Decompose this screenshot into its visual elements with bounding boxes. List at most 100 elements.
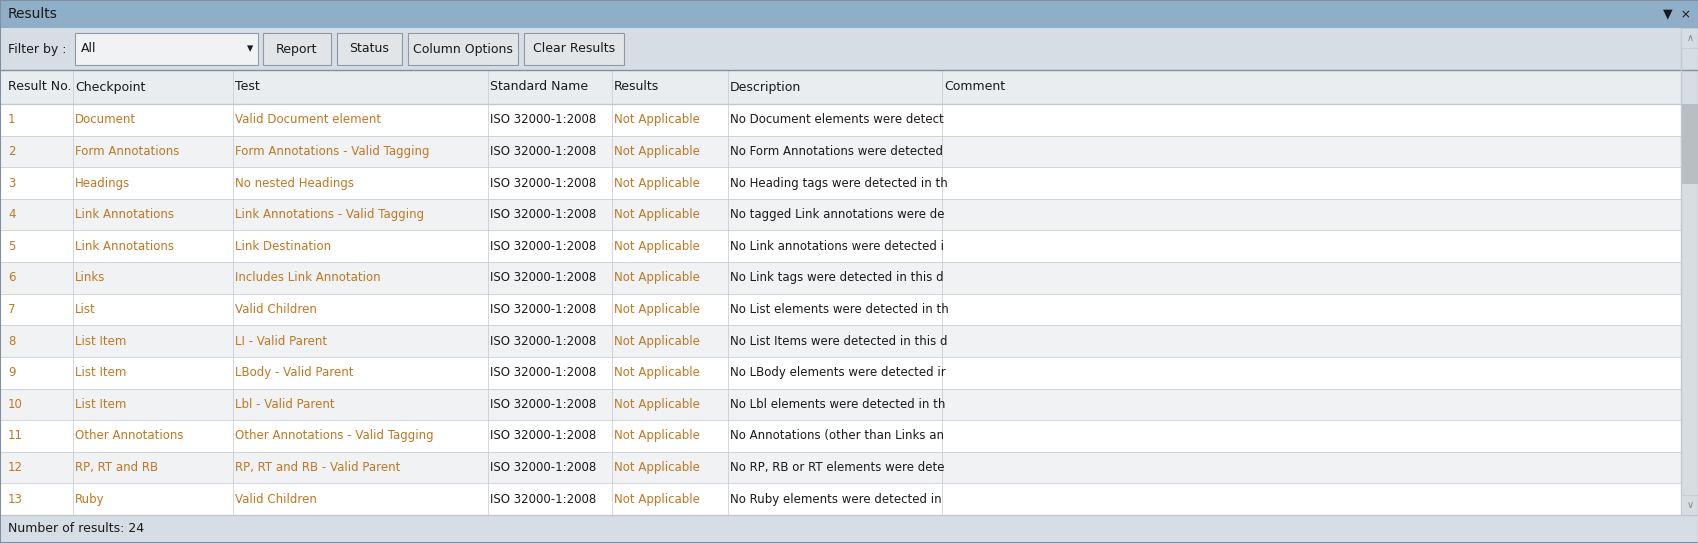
Text: 9: 9 <box>8 366 15 379</box>
Bar <box>0 294 1679 325</box>
Text: No List elements were detected in th: No List elements were detected in th <box>730 303 947 316</box>
Text: Not Applicable: Not Applicable <box>613 208 700 221</box>
Text: Report: Report <box>277 42 318 55</box>
Text: Not Applicable: Not Applicable <box>613 334 700 348</box>
Text: Checkpoint: Checkpoint <box>75 80 146 93</box>
Text: ∨: ∨ <box>1686 500 1693 510</box>
Text: Number of results: 24: Number of results: 24 <box>8 522 144 535</box>
Text: 13: 13 <box>8 493 22 506</box>
Text: Link Annotations: Link Annotations <box>75 240 173 253</box>
Text: Not Applicable: Not Applicable <box>613 145 700 158</box>
Bar <box>0 420 1679 452</box>
Text: Lbl - Valid Parent: Lbl - Valid Parent <box>234 398 335 411</box>
Text: ISO 32000-1:2008: ISO 32000-1:2008 <box>489 145 596 158</box>
Text: No Link annotations were detected i: No Link annotations were detected i <box>730 240 944 253</box>
Bar <box>0 136 1679 167</box>
Bar <box>0 325 1679 357</box>
Bar <box>0 0 1698 28</box>
Text: 3: 3 <box>8 176 15 190</box>
Bar <box>0 104 1679 136</box>
Text: No tagged Link annotations were de: No tagged Link annotations were de <box>730 208 944 221</box>
Bar <box>0 515 1698 543</box>
Text: ISO 32000-1:2008: ISO 32000-1:2008 <box>489 240 596 253</box>
Text: ISO 32000-1:2008: ISO 32000-1:2008 <box>489 461 596 474</box>
Text: ISO 32000-1:2008: ISO 32000-1:2008 <box>489 366 596 379</box>
Bar <box>1681 104 1696 184</box>
Text: Not Applicable: Not Applicable <box>613 366 700 379</box>
Text: Link Annotations - Valid Tagging: Link Annotations - Valid Tagging <box>234 208 424 221</box>
Bar <box>0 389 1679 420</box>
Bar <box>0 452 1679 483</box>
Text: Includes Link Annotation: Includes Link Annotation <box>234 272 380 285</box>
Bar <box>408 33 518 65</box>
Text: ▾: ▾ <box>246 42 253 55</box>
Bar <box>1679 495 1698 515</box>
Text: 11: 11 <box>8 430 24 443</box>
Bar <box>1679 28 1698 515</box>
Text: Not Applicable: Not Applicable <box>613 398 700 411</box>
Text: Clear Results: Clear Results <box>533 42 615 55</box>
Bar <box>263 33 331 65</box>
Text: List Item: List Item <box>75 398 126 411</box>
Bar <box>336 33 402 65</box>
Text: No nested Headings: No nested Headings <box>234 176 353 190</box>
Bar <box>0 70 1679 104</box>
Text: Headings: Headings <box>75 176 131 190</box>
Text: 6: 6 <box>8 272 15 285</box>
Text: 4: 4 <box>8 208 15 221</box>
Bar <box>0 199 1679 230</box>
Text: 8: 8 <box>8 334 15 348</box>
Text: List: List <box>75 303 95 316</box>
Text: Other Annotations - Valid Tagging: Other Annotations - Valid Tagging <box>234 430 433 443</box>
Text: Not Applicable: Not Applicable <box>613 240 700 253</box>
Text: ∧: ∧ <box>1686 33 1693 43</box>
Text: 10: 10 <box>8 398 22 411</box>
Bar <box>0 262 1679 294</box>
Text: Not Applicable: Not Applicable <box>613 461 700 474</box>
Text: Valid Document element: Valid Document element <box>234 113 380 127</box>
Text: ISO 32000-1:2008: ISO 32000-1:2008 <box>489 493 596 506</box>
Text: No Ruby elements were detected in: No Ruby elements were detected in <box>730 493 941 506</box>
Text: No Form Annotations were detected: No Form Annotations were detected <box>730 145 942 158</box>
Text: Results: Results <box>8 7 58 21</box>
Text: Link Destination: Link Destination <box>234 240 331 253</box>
Text: Column Options: Column Options <box>413 42 513 55</box>
Text: ISO 32000-1:2008: ISO 32000-1:2008 <box>489 334 596 348</box>
Bar <box>0 357 1679 389</box>
Text: RP, RT and RB - Valid Parent: RP, RT and RB - Valid Parent <box>234 461 401 474</box>
Text: ISO 32000-1:2008: ISO 32000-1:2008 <box>489 113 596 127</box>
Text: Valid Children: Valid Children <box>234 493 318 506</box>
Bar <box>0 28 1698 70</box>
Text: Test: Test <box>234 80 260 93</box>
Text: No RP, RB or RT elements were dete: No RP, RB or RT elements were dete <box>730 461 944 474</box>
Text: List Item: List Item <box>75 334 126 348</box>
Text: No Lbl elements were detected in th: No Lbl elements were detected in th <box>730 398 944 411</box>
Bar <box>0 230 1679 262</box>
Text: No List Items were detected in this d: No List Items were detected in this d <box>730 334 947 348</box>
Text: ISO 32000-1:2008: ISO 32000-1:2008 <box>489 176 596 190</box>
Text: Description: Description <box>730 80 801 93</box>
Text: LBody - Valid Parent: LBody - Valid Parent <box>234 366 353 379</box>
Text: List Item: List Item <box>75 366 126 379</box>
Text: 12: 12 <box>8 461 24 474</box>
Text: 2: 2 <box>8 145 15 158</box>
Text: Valid Children: Valid Children <box>234 303 318 316</box>
Text: Comment: Comment <box>944 80 1005 93</box>
Text: ▼  ×: ▼ × <box>1662 8 1690 21</box>
Text: Not Applicable: Not Applicable <box>613 176 700 190</box>
Text: Other Annotations: Other Annotations <box>75 430 183 443</box>
Bar <box>0 167 1679 199</box>
Text: Standard Name: Standard Name <box>489 80 588 93</box>
Text: 1: 1 <box>8 113 15 127</box>
Text: Not Applicable: Not Applicable <box>613 303 700 316</box>
Text: ISO 32000-1:2008: ISO 32000-1:2008 <box>489 303 596 316</box>
Text: ISO 32000-1:2008: ISO 32000-1:2008 <box>489 430 596 443</box>
Text: RP, RT and RB: RP, RT and RB <box>75 461 158 474</box>
Text: All: All <box>82 42 97 55</box>
Text: LI - Valid Parent: LI - Valid Parent <box>234 334 328 348</box>
Text: Link Annotations: Link Annotations <box>75 208 173 221</box>
Text: 5: 5 <box>8 240 15 253</box>
Text: Form Annotations - Valid Tagging: Form Annotations - Valid Tagging <box>234 145 430 158</box>
Text: Document: Document <box>75 113 136 127</box>
Text: ISO 32000-1:2008: ISO 32000-1:2008 <box>489 398 596 411</box>
